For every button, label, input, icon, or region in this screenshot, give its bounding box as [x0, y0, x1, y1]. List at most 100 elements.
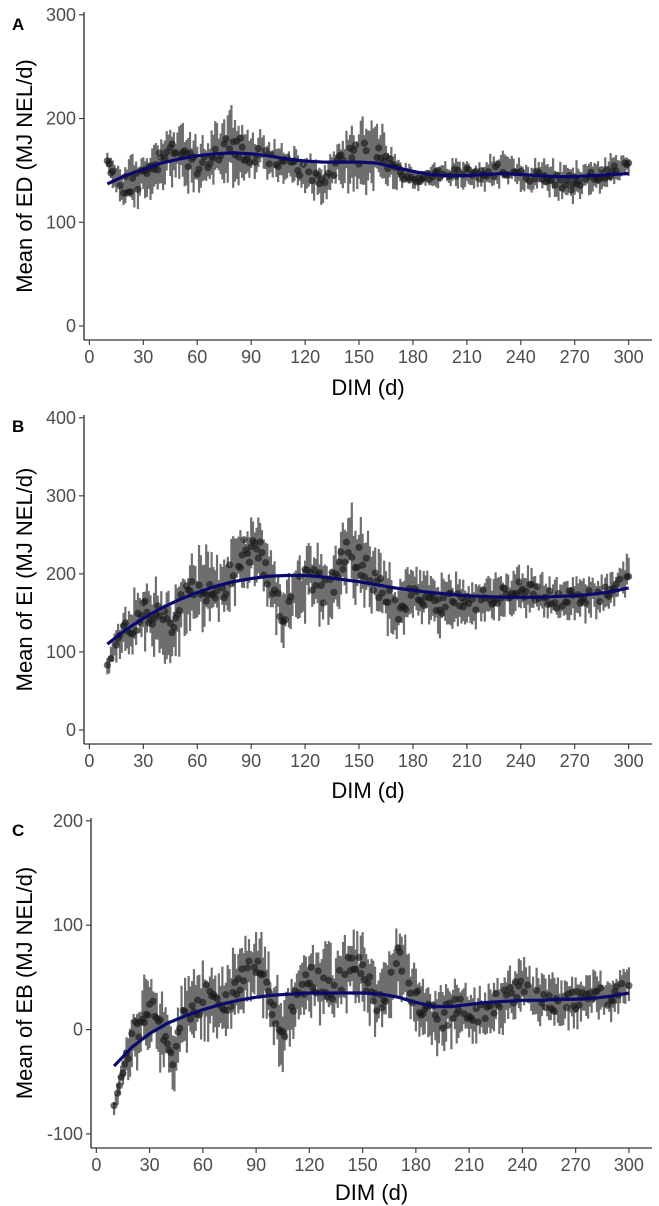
data-point — [451, 995, 459, 1003]
x-tick-label: 30 — [140, 1155, 160, 1175]
data-point — [353, 563, 361, 571]
fitted-curve — [106, 573, 629, 646]
data-point — [243, 964, 251, 972]
data-point — [274, 162, 282, 171]
data-point — [362, 147, 370, 155]
data-point — [161, 1032, 170, 1041]
data-point — [119, 1069, 127, 1077]
data-point — [545, 587, 554, 595]
data-point — [524, 981, 532, 989]
y-tick-label: 400 — [46, 408, 76, 428]
data-point — [387, 968, 395, 976]
data-point — [263, 580, 271, 588]
x-axis-title: DIM (d) — [331, 778, 404, 803]
data-point — [236, 564, 244, 572]
data-point — [351, 141, 360, 149]
data-point — [281, 616, 289, 624]
data-point — [330, 981, 338, 989]
data-point — [236, 134, 244, 142]
x-tick-label: 120 — [294, 1155, 324, 1175]
x-tick-label: 300 — [614, 347, 644, 367]
data-point — [307, 963, 315, 971]
data-point — [337, 548, 345, 556]
data-point — [289, 1007, 297, 1015]
data-point — [202, 981, 210, 989]
data-point — [186, 1015, 195, 1023]
data-point — [517, 977, 525, 985]
data-point — [149, 997, 157, 1005]
data-point — [317, 581, 325, 590]
data-point — [188, 1002, 196, 1010]
data-point — [568, 988, 576, 996]
data-point — [272, 1020, 280, 1028]
x-tick-label: 150 — [344, 347, 374, 367]
data-point — [335, 558, 343, 566]
x-tick-label: 60 — [193, 1155, 213, 1175]
data-point — [312, 581, 320, 590]
data-point — [222, 590, 230, 598]
data-point — [315, 569, 324, 577]
data-point — [169, 1061, 177, 1069]
data-point — [236, 986, 244, 994]
x-tick-label: 90 — [241, 751, 261, 771]
y-tick-label: 200 — [46, 564, 76, 584]
x-tick-label: 270 — [560, 751, 590, 771]
x-tick-label: 300 — [614, 751, 644, 771]
x-tick-label: 180 — [398, 347, 428, 367]
data-point — [107, 655, 115, 663]
data-point — [321, 179, 329, 187]
data-point — [143, 169, 151, 178]
data-point — [177, 591, 185, 599]
data-point — [351, 965, 360, 973]
x-tick-label: 0 — [91, 1155, 101, 1175]
data-point — [474, 1018, 482, 1026]
data-point — [533, 582, 541, 591]
x-tick-label: 150 — [348, 1155, 378, 1175]
data-point — [406, 989, 415, 997]
data-point — [254, 957, 262, 965]
y-tick-label: 100 — [46, 642, 76, 662]
data-point — [450, 599, 458, 607]
data-point — [305, 168, 313, 176]
data-point — [465, 165, 473, 173]
y-axis-title: Mean of EI (MJ NEL/d) — [12, 468, 37, 692]
data-point — [240, 977, 248, 985]
data-point — [335, 966, 344, 974]
data-point — [433, 1015, 441, 1023]
data-point — [362, 554, 370, 562]
data-point — [264, 987, 273, 995]
y-tick-label: 200 — [46, 109, 76, 129]
data-point — [434, 166, 442, 175]
data-point — [225, 561, 234, 569]
data-point — [234, 153, 243, 161]
data-point — [618, 980, 626, 988]
data-point — [605, 592, 613, 601]
data-point — [202, 597, 210, 605]
data-point — [128, 1029, 136, 1038]
data-point — [341, 970, 349, 979]
data-point — [325, 976, 333, 985]
data-point — [355, 953, 363, 962]
data-point — [314, 967, 322, 975]
data-point — [181, 1007, 189, 1016]
data-point — [128, 174, 137, 182]
data-point — [495, 1003, 503, 1011]
x-tick-label: 210 — [454, 1155, 484, 1175]
data-point — [407, 591, 415, 599]
data-point — [245, 558, 253, 566]
data-point — [132, 627, 140, 635]
data-point — [229, 572, 237, 580]
x-tick-label: 270 — [561, 1155, 591, 1175]
data-point — [357, 970, 365, 978]
y-tick-label: 300 — [46, 486, 76, 506]
data-point — [342, 538, 351, 546]
data-point — [140, 1018, 148, 1027]
data-point — [551, 181, 559, 189]
y-tick-label: 200 — [53, 811, 83, 831]
data-point — [522, 587, 530, 595]
data-point — [254, 145, 262, 153]
data-point — [310, 565, 318, 574]
x-tick-label: 0 — [84, 751, 94, 771]
data-point — [206, 160, 214, 168]
data-point — [616, 575, 624, 583]
